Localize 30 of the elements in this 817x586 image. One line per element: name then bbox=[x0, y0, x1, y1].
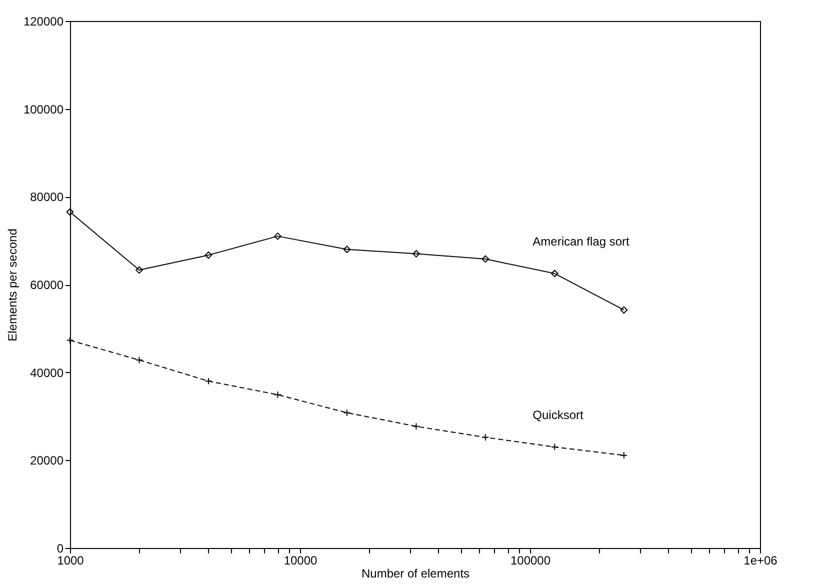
point bbox=[136, 266, 143, 274]
point bbox=[343, 409, 351, 416]
y-tick-label: 0 bbox=[56, 542, 64, 556]
y-tick-label: 100000 bbox=[23, 102, 64, 116]
point bbox=[482, 434, 490, 441]
x-tick-label: 10000 bbox=[284, 554, 318, 568]
point bbox=[412, 422, 420, 430]
x-tick-label: 1000 bbox=[57, 554, 84, 568]
x-tick-label: 100000 bbox=[510, 554, 551, 568]
point bbox=[204, 377, 212, 385]
point bbox=[66, 208, 74, 216]
point bbox=[482, 255, 490, 263]
y-tick-label: 20000 bbox=[30, 454, 64, 468]
point bbox=[274, 232, 282, 240]
y-tick-label: 80000 bbox=[30, 190, 64, 204]
y-tick-label: 60000 bbox=[30, 278, 64, 292]
y-tick-label: 120000 bbox=[23, 14, 64, 28]
series-label: Quicksort bbox=[532, 408, 584, 422]
y-axis-title: Elements per second bbox=[5, 228, 20, 342]
x-axis-title: Number of elements bbox=[361, 566, 470, 580]
point bbox=[620, 306, 628, 314]
point bbox=[343, 246, 351, 254]
point bbox=[412, 250, 420, 258]
point bbox=[620, 452, 628, 459]
y-tick-label: 40000 bbox=[30, 366, 64, 380]
series-label: American flag sort bbox=[532, 234, 630, 249]
x-tick-label: 1e+06 bbox=[744, 554, 778, 568]
point bbox=[550, 270, 558, 278]
point bbox=[274, 391, 282, 398]
point bbox=[204, 251, 212, 259]
